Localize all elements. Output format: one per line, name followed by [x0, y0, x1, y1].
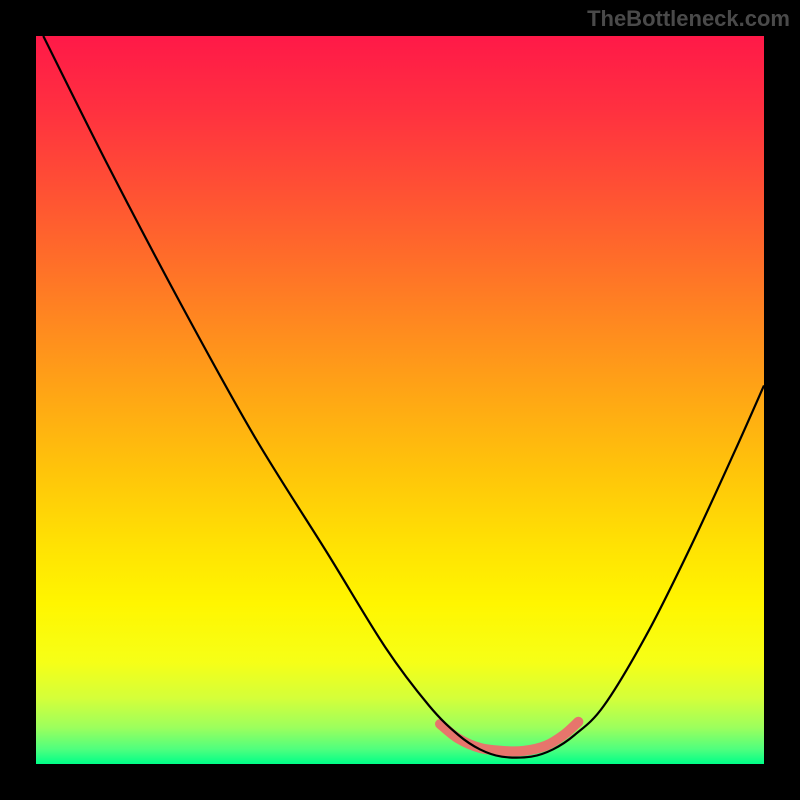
watermark-text: TheBottleneck.com	[587, 6, 790, 32]
chart-container: TheBottleneck.com	[0, 0, 800, 800]
curve-layer	[36, 36, 764, 764]
bottleneck-curve	[43, 36, 764, 758]
plot-area	[36, 36, 764, 764]
